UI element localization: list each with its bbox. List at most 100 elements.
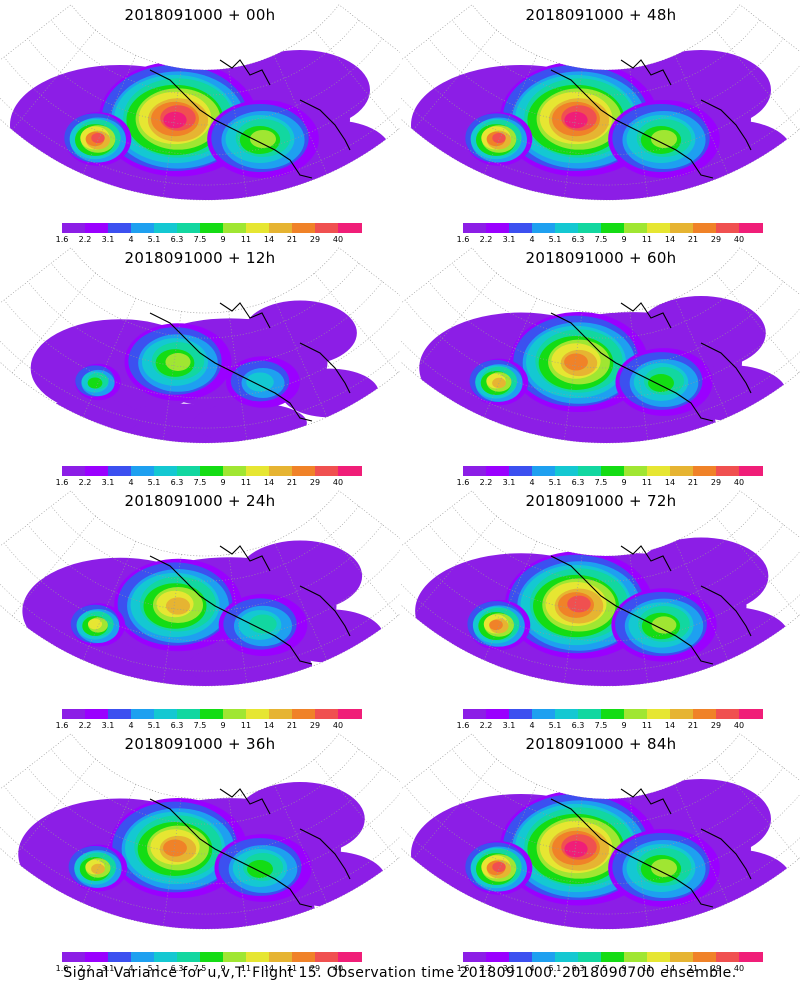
meridian-line: [563, 68, 583, 198]
latitude-line: [51, 748, 359, 825]
colorbar-tick-label: 21: [687, 478, 699, 487]
colorbar-tick-label: 11: [641, 478, 653, 487]
meridian-line: [629, 311, 649, 441]
latitude-line: [3, 542, 400, 642]
latitude-line: [404, 542, 800, 642]
latitude-line: [401, 340, 800, 429]
colorbar-swatch: [85, 709, 109, 719]
colorbar-swatch: [624, 223, 648, 233]
colorbar-tick-label: 4: [529, 478, 535, 487]
meridian-line: [412, 273, 497, 374]
colorbar-tick-label: 2.2: [78, 964, 92, 973]
coastline: [550, 545, 752, 665]
meridian-line: [11, 273, 96, 374]
colorbar-tick-label: 6.3: [170, 964, 184, 973]
colorbar-swatch: [463, 466, 487, 476]
variance-contour: [87, 618, 103, 630]
colorbar-tick-label: 3.1: [101, 478, 115, 487]
colorbar-tick-label: 40: [332, 478, 344, 487]
colorbar-tick-label: 5.1: [548, 478, 562, 487]
colorbar-tick-label: 7.5: [594, 721, 608, 730]
variance-field: [411, 50, 791, 201]
variance-field: [22, 540, 384, 687]
colorbar-swatch: [486, 466, 510, 476]
colorbar-swatch: [716, 952, 740, 962]
colorbar-tick-label: 11: [240, 721, 252, 730]
colorbar-tick-label: 6.3: [571, 478, 585, 487]
forecast-panel: 2018091000 + 72h 1.6 2.2 3.1 4 5.1 6.3 7.5 9 11 14…: [401, 486, 800, 730]
variance-field: [419, 296, 787, 444]
colorbar-swatch: [693, 709, 717, 719]
colorbar-tick-label: 7.5: [193, 235, 207, 244]
latitude-line: [27, 38, 383, 126]
variance-map: [401, 490, 800, 687]
meridian-line: [674, 55, 729, 175]
colorbar-tick-label: 1.6: [456, 964, 470, 973]
colorbar-swatch: [716, 223, 740, 233]
colorbar-tick-label: 5.1: [147, 235, 161, 244]
colorbar-tick-label: 5.1: [548, 964, 562, 973]
colorbar-swatch: [269, 709, 293, 719]
colorbar-swatch: [624, 952, 648, 962]
colorbar-tick-label: 1.6: [55, 478, 69, 487]
colorbar-tick-label: 3.1: [101, 235, 115, 244]
colorbar-swatch: [739, 223, 763, 233]
colorbar-tick-label: 14: [263, 964, 275, 973]
colorbar-swatch: [200, 466, 224, 476]
coastline: [550, 302, 752, 422]
meridian-line: [228, 554, 248, 684]
colorbar-tick-label: 29: [710, 235, 722, 244]
meridian-line: [629, 68, 649, 198]
colorbar: [463, 223, 763, 234]
variance-map: [0, 247, 400, 444]
colorbar-swatch: [338, 709, 362, 719]
colorbar-labels: 1.6 2.2 3.1 4 5.1 6.3 7.5 9 11 14 21 29 40: [457, 478, 762, 488]
colorbar-swatch: [739, 952, 763, 962]
colorbar-tick-label: 3.1: [101, 721, 115, 730]
colorbar-tick-label: 9: [220, 964, 226, 973]
meridian-line: [314, 759, 399, 860]
meridian-line: [11, 516, 96, 617]
colorbar-tick-label: 5.1: [147, 964, 161, 973]
colorbar-tick-label: 9: [621, 478, 627, 487]
variance-contour: [567, 595, 591, 613]
colorbar-tick-label: 14: [664, 721, 676, 730]
colorbar-swatch: [739, 709, 763, 719]
colorbar-tick-label: 2.2: [78, 478, 92, 487]
colorbar-tick-label: 7.5: [594, 235, 608, 244]
colorbar-swatch: [624, 466, 648, 476]
colorbar-tick-label: 14: [263, 721, 275, 730]
colorbar-labels: 1.6 2.2 3.1 4 5.1 6.3 7.5 9 11 14 21 29 40: [56, 721, 361, 731]
variance-contour: [648, 374, 674, 392]
figure-caption: Signal Variance for u,v,T. Flight 15. Ob…: [63, 965, 737, 981]
variance-contour: [163, 111, 187, 129]
colorbar-swatch: [509, 952, 533, 962]
colorbar-swatch: [624, 709, 648, 719]
variance-contour: [492, 861, 506, 873]
latitude-line: [0, 340, 400, 429]
colorbar-tick-label: 4: [128, 964, 134, 973]
variance-contour: [237, 540, 363, 612]
colorbar: [463, 466, 763, 477]
meridian-line: [629, 554, 649, 684]
colorbar-tick-label: 1.6: [55, 235, 69, 244]
colorbar-swatch: [246, 466, 270, 476]
colorbar-swatch: [292, 223, 316, 233]
latitude-line: [27, 281, 383, 369]
meridian-line: [674, 784, 729, 904]
latitude-line: [452, 19, 760, 96]
colorbar-swatch: [223, 223, 247, 233]
colorbar-tick-label: 40: [733, 721, 745, 730]
colorbar-labels: 1.6 2.2 3.1 4 5.1 6.3 7.5 9 11 14 21 29 40: [56, 478, 361, 488]
variance-contour: [91, 863, 105, 875]
colorbar-swatch: [532, 952, 556, 962]
colorbar-tick-label: 9: [220, 235, 226, 244]
latitude-line: [51, 262, 359, 339]
colorbar-tick-label: 7.5: [594, 964, 608, 973]
meridian-line: [715, 30, 800, 131]
variance-contour: [246, 372, 274, 392]
colorbar-swatch: [601, 223, 625, 233]
panel-title: 2018091000 + 24h: [124, 492, 276, 510]
latitude-line: [3, 785, 400, 885]
colorbar: [62, 223, 362, 234]
